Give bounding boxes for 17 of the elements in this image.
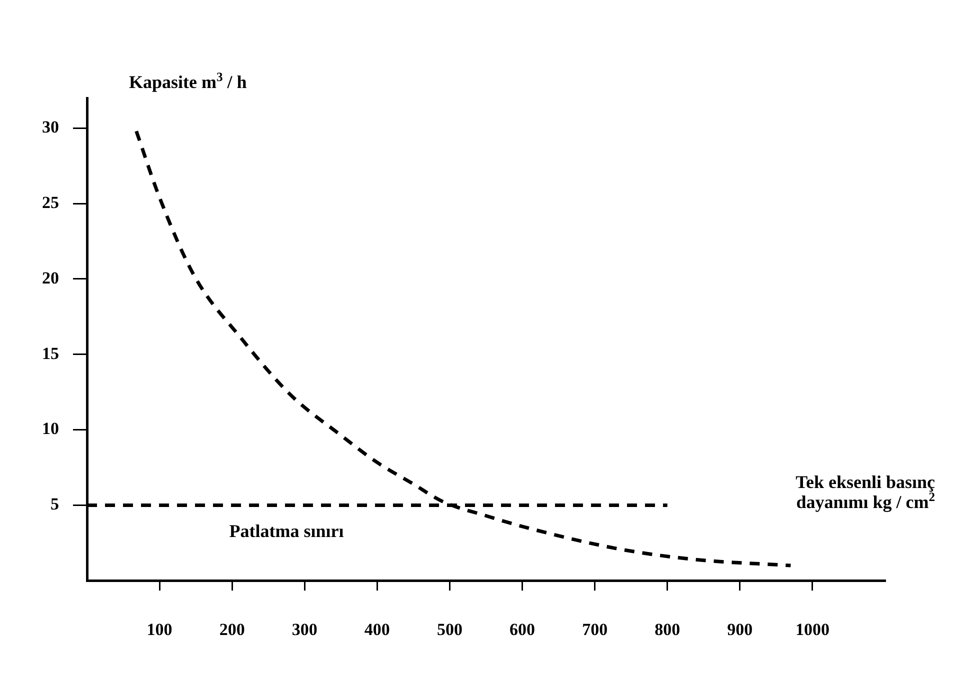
y-tick-label: 5	[50, 494, 59, 514]
y-tick-label: 10	[42, 419, 59, 438]
x-tick-label: 600	[510, 620, 536, 640]
x-tick-label: 300	[292, 620, 318, 640]
y-tick-label: 15	[42, 344, 59, 363]
y-tick-label: 20	[42, 268, 59, 288]
x-tick-label: 800	[654, 620, 680, 640]
annotation: Patlatma sınırı	[229, 521, 344, 542]
x-tick-label: 200	[219, 620, 245, 640]
x-tick-label: 100	[146, 620, 172, 640]
x-tick-label: 900	[727, 620, 753, 640]
y-tick-label: 25	[42, 192, 59, 212]
y-tick-label: 30	[42, 118, 59, 137]
x-tick-label: 700	[582, 620, 608, 640]
x-tick-label: 500	[436, 620, 462, 640]
x-tick-label: 1000	[795, 620, 830, 640]
x-tick-label: 400	[364, 620, 390, 640]
